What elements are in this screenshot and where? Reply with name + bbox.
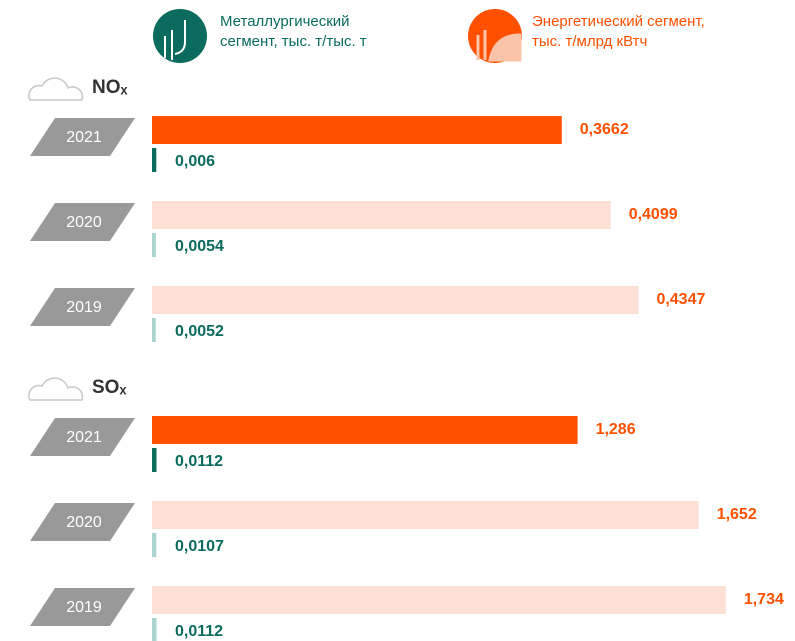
bar	[152, 586, 726, 614]
bar	[152, 533, 157, 557]
year-tag	[30, 118, 135, 156]
value-label: 0,0112	[175, 623, 223, 640]
group-title: NOₓ	[92, 77, 128, 98]
value-label: 1,734	[744, 591, 784, 608]
bar	[152, 448, 157, 472]
legend-icon	[153, 9, 207, 63]
cloud-icon	[28, 77, 84, 101]
value-label: 0,0112	[175, 453, 223, 470]
value-label: 1,286	[596, 421, 636, 438]
legend-entry: Металлургический сегмент, тыс. т/тыс. т	[220, 13, 367, 50]
value-label: 0,3662	[580, 121, 629, 138]
year-tag	[30, 503, 135, 541]
year-tag	[30, 288, 135, 326]
bar	[152, 201, 611, 229]
y-tick-label: 2019	[66, 299, 102, 316]
year-tag	[30, 203, 135, 241]
year-tag	[30, 418, 135, 456]
value-label: 1,652	[717, 506, 757, 523]
cloud-icon	[28, 377, 84, 401]
group-title: SOₓ	[92, 377, 126, 398]
legend-icon-detail	[164, 20, 186, 60]
bar	[152, 286, 639, 314]
y-tick-label: 2019	[66, 599, 102, 616]
bar	[152, 618, 157, 641]
value-label: 0,4099	[629, 206, 678, 223]
value-label: 0,0054	[175, 238, 224, 255]
value-label: 0,4347	[656, 291, 705, 308]
bar	[152, 116, 562, 144]
value-label: 0,0107	[175, 538, 224, 555]
bar	[152, 318, 156, 342]
value-label: 0,0052	[175, 323, 224, 340]
legend-icon-detail	[476, 30, 522, 62]
legend-entry: Энергетический сегмент, тыс. т/млрд кВтч	[532, 13, 705, 50]
value-label: 0,006	[175, 153, 215, 170]
bar	[152, 233, 156, 257]
bar	[152, 148, 157, 172]
y-tick-label: 2020	[66, 214, 102, 231]
y-tick-label: 2021	[66, 129, 102, 146]
bar	[152, 501, 699, 529]
bar	[152, 416, 578, 444]
y-tick-label: 2021	[66, 429, 102, 446]
y-tick-label: 2020	[66, 514, 102, 531]
year-tag	[30, 588, 135, 626]
